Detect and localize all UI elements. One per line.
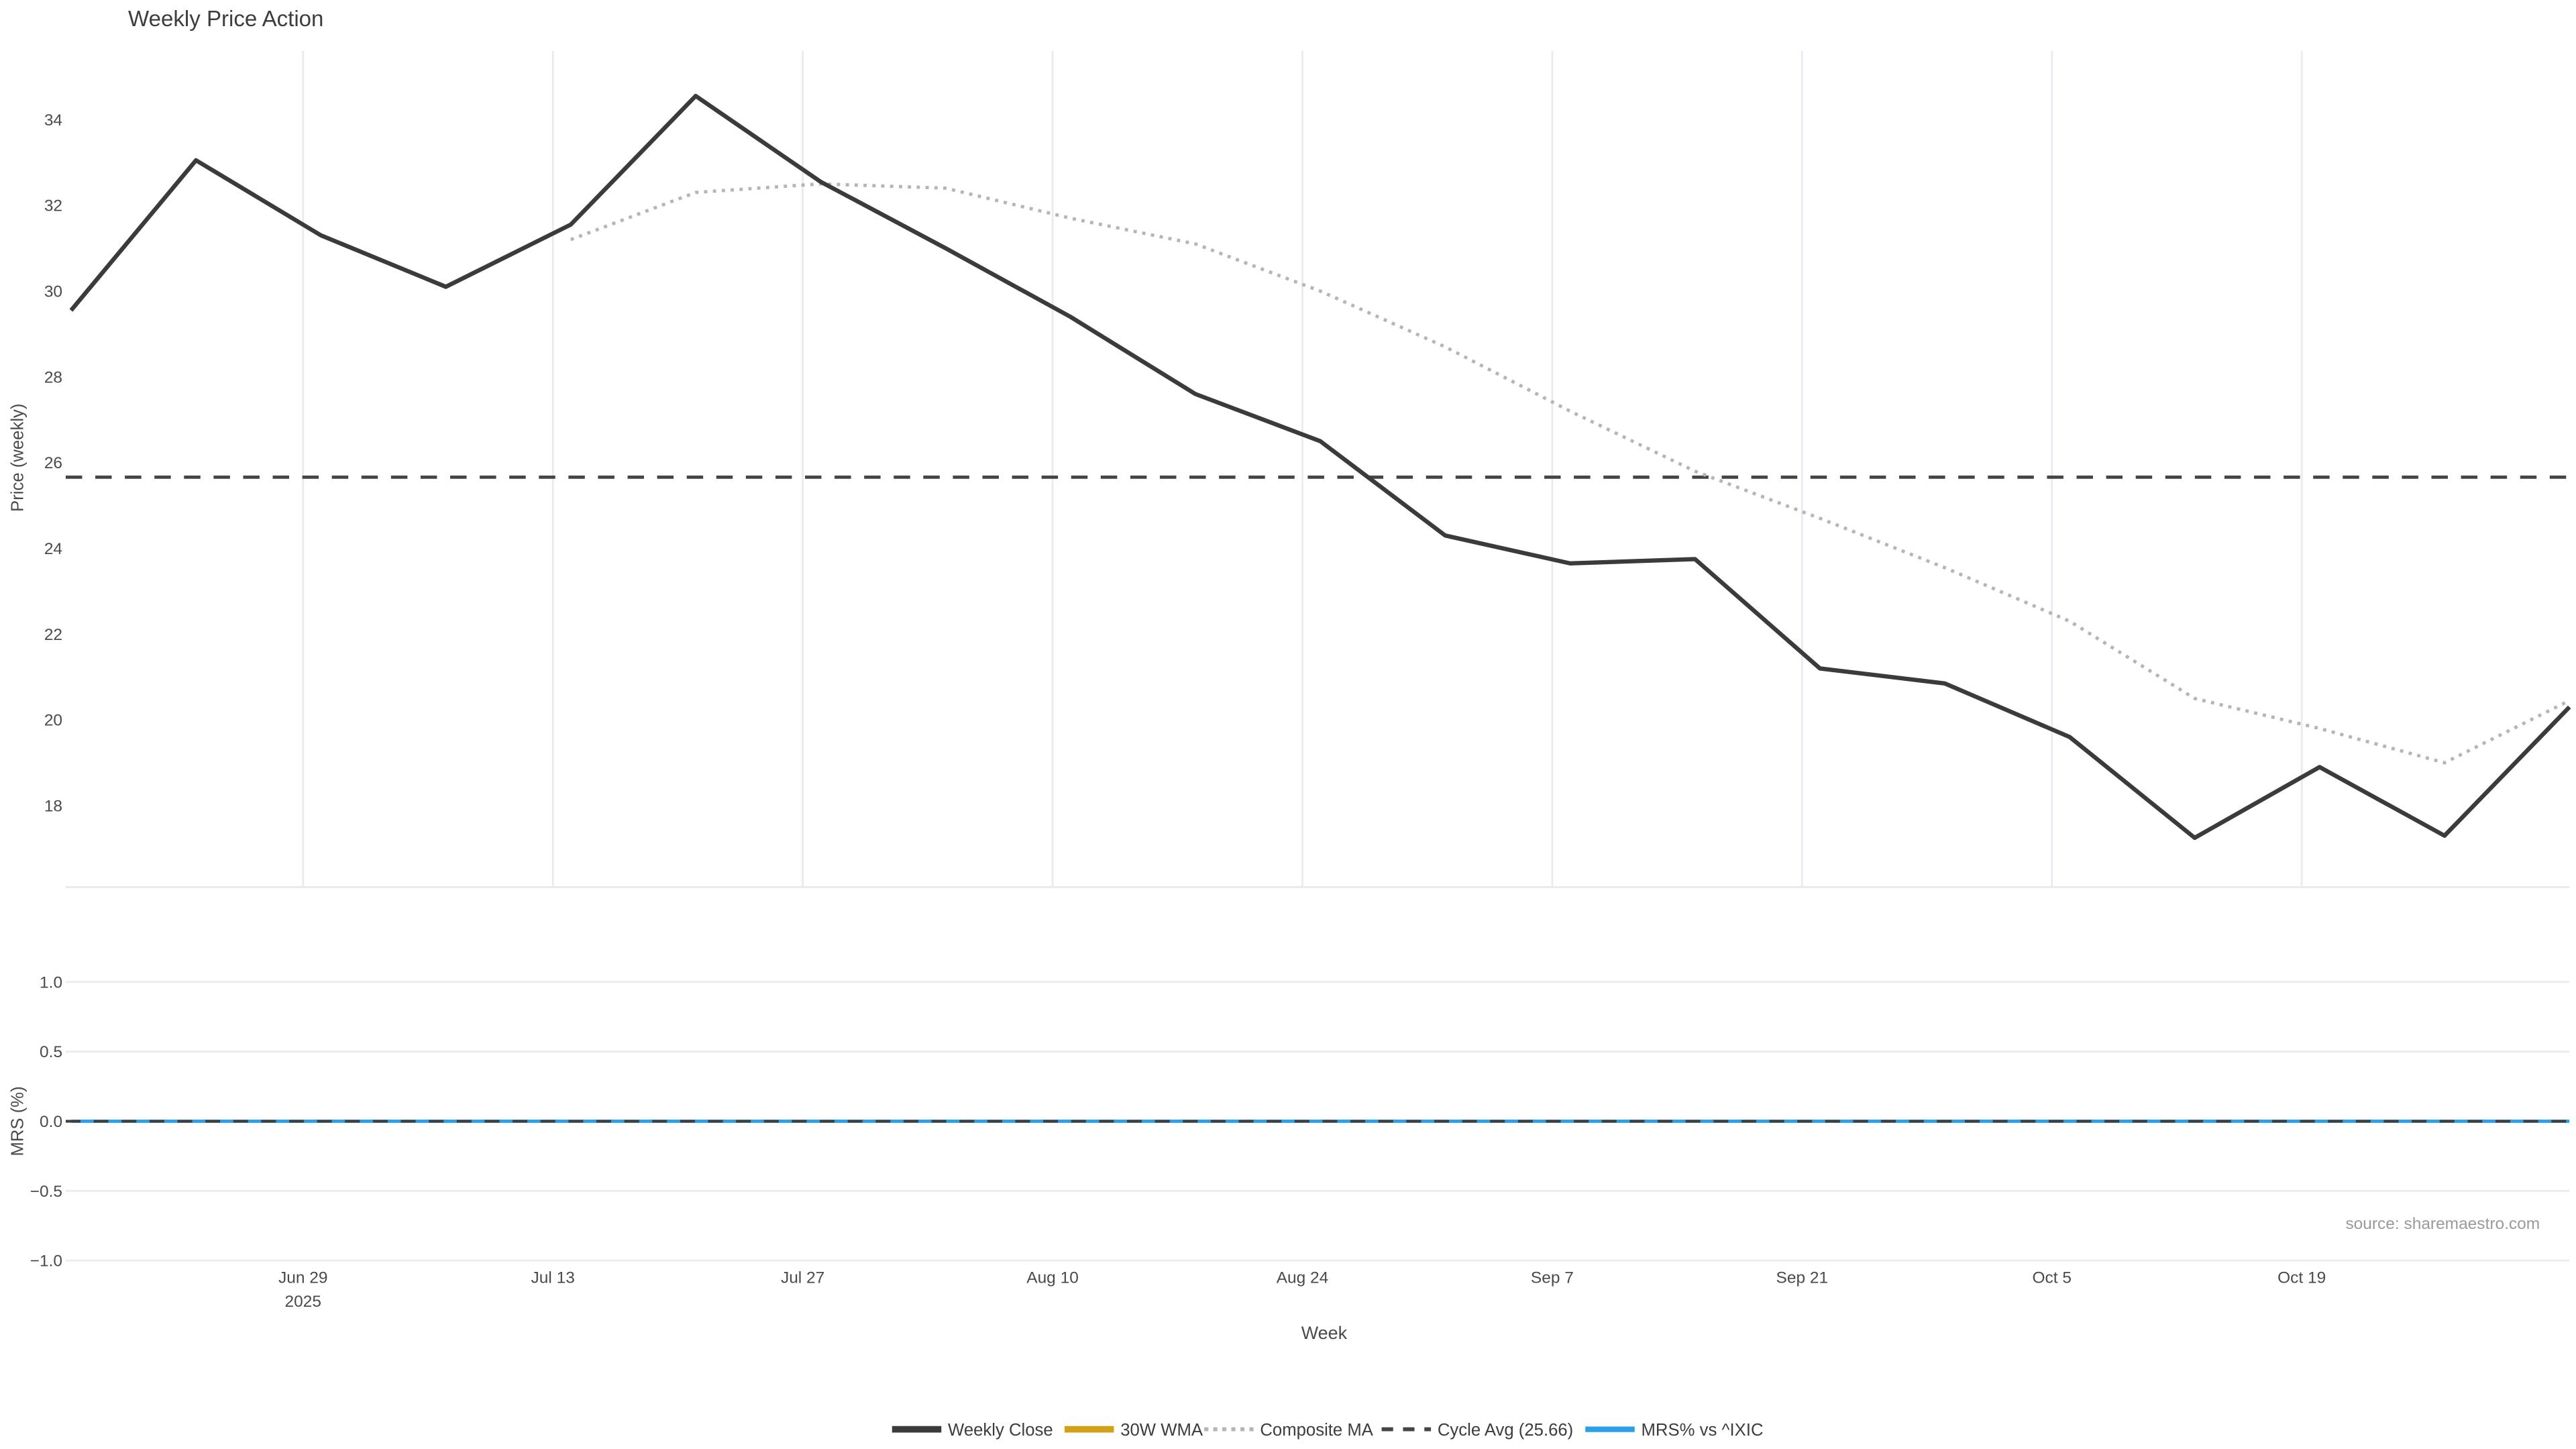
x-tick-label: Oct 5	[2033, 1269, 2072, 1287]
legend-item-label: 30W WMA	[1120, 1421, 1203, 1440]
price-tick-label: 32	[44, 197, 62, 215]
mrs-gridlines	[65, 981, 2570, 1262]
mrs-tick-label: 0.5	[40, 1043, 62, 1061]
legend: Weekly Close 30W WMA Composite MA Cycle Avg…	[892, 1421, 1764, 1440]
price-tick-label: 28	[44, 368, 62, 386]
x-tick-label: Jul 27	[781, 1269, 824, 1287]
legend-item-label: MRS% vs ^IXIC	[1642, 1421, 1764, 1440]
chart-title: Weekly Price Action	[128, 7, 323, 32]
series-weekly-close-line[interactable]	[69, 93, 2571, 841]
legend-item-label: Weekly Close	[948, 1421, 1053, 1440]
x-axis-ticks: Jun 29 Jul 13 Jul 27 Aug 10 Aug 24 Sep 7 Sep 2…	[278, 1269, 2326, 1311]
legend-item-cycle-avg-25-66-[interactable]: Cycle Avg (25.66)	[1381, 1421, 1574, 1440]
vertical-gridlines	[302, 50, 2303, 888]
x-tick-label: Aug 10	[1026, 1269, 1079, 1287]
mrs-axis-title: MRS (%)	[8, 1086, 27, 1156]
x-tick-label: Aug 24	[1277, 1269, 1329, 1287]
price-tick-label: 34	[44, 111, 62, 129]
mrs-tick-label: −0.5	[30, 1183, 62, 1201]
x-tick-label: Sep 21	[1776, 1269, 1829, 1287]
price-axis-title: Price (weekly)	[8, 404, 27, 512]
price-tick-label: 22	[44, 626, 62, 644]
price-tick-label: 26	[44, 454, 62, 472]
price-tick-label: 30	[44, 282, 62, 301]
price-tick-label: 24	[44, 540, 62, 558]
legend-item-label: Cycle Avg (25.66)	[1438, 1421, 1573, 1440]
legend-item-label: Composite MA	[1260, 1421, 1373, 1440]
price-tick-label: 20	[44, 712, 62, 730]
legend-item-mrs-vs-ixic[interactable]: MRS% vs ^IXIC	[1585, 1421, 1764, 1440]
x-tick-label: Sep 7	[1531, 1269, 1574, 1287]
x-tick-label: Jun 29	[278, 1269, 327, 1287]
legend-item-30w-wma[interactable]: 30W WMA	[1064, 1421, 1203, 1440]
mrs-tick-label: 1.0	[40, 973, 62, 991]
x-axis-title: Week	[1301, 1323, 1348, 1343]
legend-item-composite-ma[interactable]: Composite MA	[1204, 1421, 1374, 1440]
mrs-tick-label: −1.0	[30, 1252, 62, 1271]
mrs-tick-label: 0.0	[40, 1113, 62, 1131]
x-tick-label: Oct 19	[2277, 1269, 2326, 1287]
x-tick-year-label: 2025	[285, 1293, 321, 1311]
x-tick-label: Jul 13	[531, 1269, 575, 1287]
price-axis-ticks: 34 32 30 28 26 24 22 20 18	[44, 111, 62, 816]
mrs-axis-ticks: 1.0 0.5 0.0 −0.5 −1.0	[30, 973, 62, 1270]
price-tick-label: 18	[44, 798, 62, 816]
source-attribution: source: sharemaestro.com	[2345, 1215, 2540, 1233]
legend-item-weekly-close[interactable]: Weekly Close	[892, 1421, 1053, 1440]
